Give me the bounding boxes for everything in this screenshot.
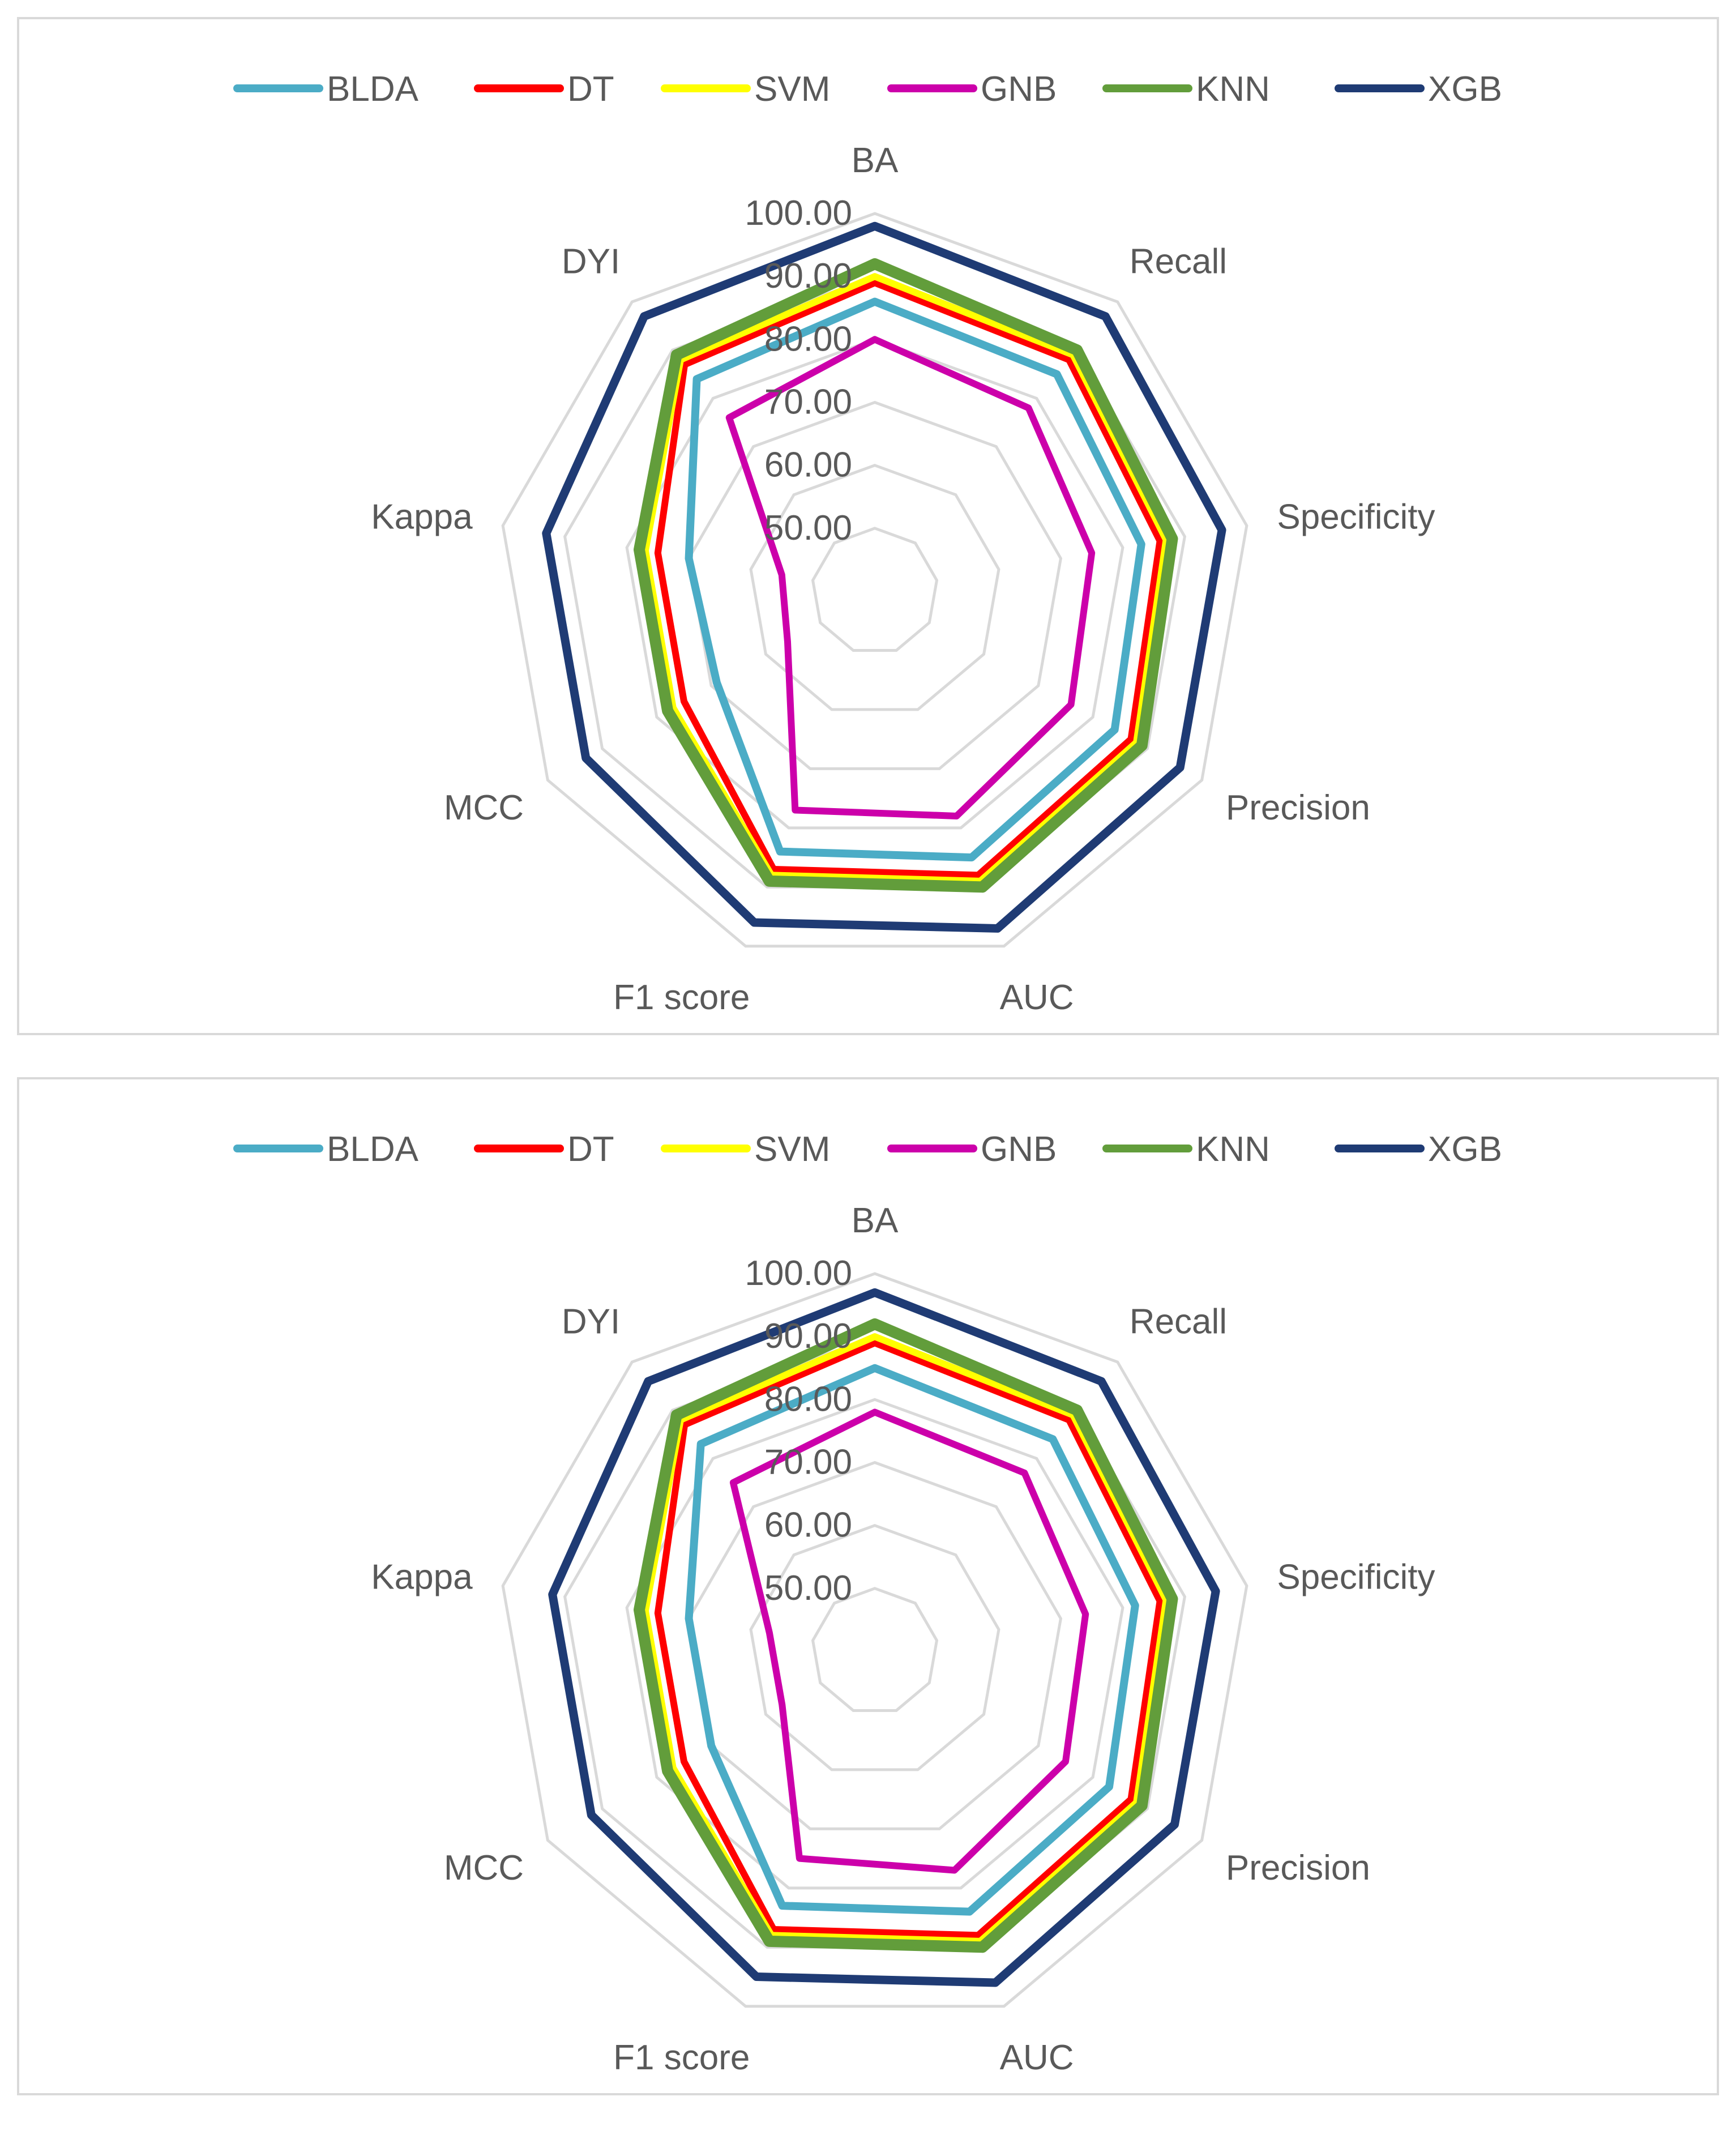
grid-ring-70 [687, 1461, 1063, 1830]
grid-ring-60 [749, 464, 1000, 711]
radar-panel-top: BLDA DT SVM GNB KNN XGB 50.00 60.00 70.00 80.00 90… [17, 17, 1719, 1035]
grid-ring-100 [501, 212, 1248, 948]
legend-label-gnb: GNB [981, 70, 1057, 109]
radar-panel-bottom: BLDA DT SVM GNB KNN XGB 50.00 60.00 70.00 80.00 90… [17, 1077, 1719, 2095]
series-group [542, 221, 1226, 933]
tick-label-70-00: 70.00 [764, 383, 852, 422]
axis-label-auc: AUC [1000, 2038, 1074, 2077]
series-dt [654, 279, 1164, 879]
series-gnb [729, 1408, 1089, 1874]
axis-label-precision: Precision [1226, 788, 1370, 827]
tick-label-50-00: 50.00 [764, 1569, 852, 1608]
legend-label-blda: BLDA [327, 70, 419, 109]
axis-label-mcc: MCC [444, 1848, 524, 1888]
legend-label-dt: DT [567, 1130, 614, 1169]
axis-label-ba: BA [852, 1201, 899, 1240]
tick-label-90-00: 90.00 [764, 257, 852, 296]
axis-label-specificity: Specificity [1277, 498, 1435, 537]
grid-ring-50 [811, 527, 939, 652]
tick-labels: 50.00 60.00 70.00 80.00 90.00 100.00 [745, 1254, 852, 1608]
tick-label-90-00: 90.00 [764, 1317, 852, 1356]
legend-item-gnb: GNB [887, 70, 1057, 109]
legend-item-svm: SVM [661, 70, 830, 109]
legend-label-gnb: GNB [981, 1130, 1057, 1169]
axis-label-recall: Recall [1130, 1302, 1227, 1341]
tick-label-60-00: 60.00 [764, 446, 852, 485]
grid-ring-70 [687, 400, 1063, 770]
axis-label-specificity: Specificity [1277, 1558, 1435, 1597]
axis-label-dyi: DYI [562, 1302, 620, 1341]
series-blda [685, 1364, 1139, 1916]
legend-item-blda: BLDA [233, 70, 419, 109]
tick-label-60-00: 60.00 [764, 1506, 852, 1545]
grid-ring-100 [501, 1272, 1248, 2008]
legend-label-knn: KNN [1196, 1130, 1270, 1169]
axis-label-kappa: Kappa [371, 498, 473, 537]
tick-label-70-00: 70.00 [764, 1443, 852, 1482]
axis-label-dyi: DYI [562, 242, 620, 281]
axis-label-mcc: MCC [444, 788, 524, 827]
legend-item-dt: DT [474, 1130, 614, 1169]
legend-item-blda: BLDA [233, 1130, 419, 1169]
legend-label-blda: BLDA [327, 1130, 419, 1169]
legend-item-svm: SVM [661, 1130, 830, 1169]
series-dt [654, 1339, 1164, 1939]
legend-label-xgb: XGB [1428, 70, 1502, 109]
legend: BLDA DT SVM GNB KNN XGB [233, 1130, 1502, 1169]
grid-ring-50 [811, 1587, 939, 1712]
tick-label-80-00: 80.00 [764, 319, 852, 358]
radar-chart-bottom: BLDA DT SVM GNB KNN XGB 50.00 60.00 70.00 80.00 90… [233, 1130, 1502, 2077]
legend-item-xgb: XGB [1335, 70, 1502, 109]
tick-label-50-00: 50.00 [764, 509, 852, 548]
legend-label-xgb: XGB [1428, 1130, 1502, 1169]
legend-label-svm: SVM [754, 70, 830, 109]
tick-labels: 50.00 60.00 70.00 80.00 90.00 100.00 [745, 194, 852, 548]
axis-label-ba: BA [852, 141, 899, 180]
axis-label-recall: Recall [1130, 242, 1227, 281]
grid [501, 1272, 1248, 2008]
legend-item-knn: KNN [1102, 1130, 1270, 1169]
axis-label-auc: AUC [1000, 978, 1074, 1017]
legend-item-dt: DT [474, 70, 614, 109]
series-blda [685, 297, 1145, 862]
axis-labels: BA Recall Specificity Precision AUC F1 score M… [371, 141, 1435, 1017]
legend-item-gnb: GNB [887, 1130, 1057, 1169]
series-group [548, 1288, 1220, 1987]
tick-label-100-00: 100.00 [745, 194, 852, 233]
series-knn [633, 1318, 1178, 1953]
axis-label-precision: Precision [1226, 1848, 1370, 1888]
legend-label-knn: KNN [1196, 70, 1270, 109]
legend-label-dt: DT [567, 70, 614, 109]
tick-label-100-00: 100.00 [745, 1254, 852, 1293]
legend: BLDA DT SVM GNB KNN XGB [233, 70, 1502, 109]
axis-label-f1-score: F1 score [613, 2038, 750, 2077]
radar-chart-top: BLDA DT SVM GNB KNN XGB 50.00 60.00 70.00 80.00 90… [233, 70, 1502, 1017]
legend-label-svm: SVM [754, 1130, 830, 1169]
axis-labels: BA Recall Specificity Precision AUC F1 score M… [371, 1201, 1435, 2077]
series-xgb [542, 221, 1226, 933]
series-gnb [725, 336, 1096, 819]
tick-label-80-00: 80.00 [764, 1380, 852, 1419]
series-knn [633, 258, 1178, 893]
axis-label-kappa: Kappa [371, 1558, 473, 1597]
grid-ring-60 [749, 1524, 1000, 1771]
legend-item-knn: KNN [1102, 70, 1270, 109]
series-xgb [548, 1288, 1220, 1987]
legend-item-xgb: XGB [1335, 1130, 1502, 1169]
axis-label-f1-score: F1 score [613, 978, 750, 1017]
